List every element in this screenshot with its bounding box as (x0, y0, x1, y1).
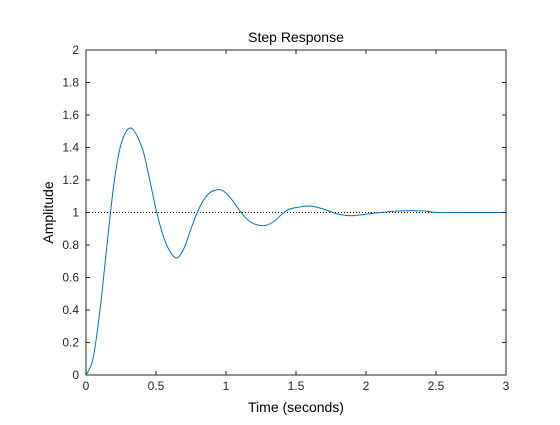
y-axis-label: Amplitude (40, 181, 56, 243)
y-tick-label: 1.2 (62, 173, 79, 187)
y-tick-label: 0.4 (62, 303, 79, 317)
y-tick-label: 0 (72, 368, 79, 382)
x-tick-label: 2.5 (428, 379, 445, 393)
y-tick-label: 2 (72, 43, 79, 57)
x-tick-label: 2 (363, 379, 370, 393)
y-axis-ticks: 0 0.2 0.4 0.6 0.8 1 1.2 1.4 1.6 1.8 2 (62, 43, 506, 382)
x-axis-ticks: 0 0.5 1 1.5 2 2.5 3 (83, 50, 510, 393)
series-line-0 (85, 127, 506, 376)
y-tick-label: 0.2 (62, 336, 79, 350)
y-tick-label: 0.6 (62, 271, 79, 285)
y-tick-label: 1 (72, 206, 79, 220)
chart-title: Step Response (248, 29, 344, 45)
y-tick-label: 1.6 (62, 108, 79, 122)
x-tick-label: 1 (223, 379, 230, 393)
x-tick-label: 0 (83, 379, 90, 393)
x-tick-label: 3 (503, 379, 510, 393)
y-tick-label: 1.4 (62, 141, 79, 155)
x-tick-label: 1.5 (288, 379, 305, 393)
x-tick-label: 0.5 (148, 379, 165, 393)
series-layer (85, 127, 506, 376)
x-axis-label: Time (seconds) (248, 399, 344, 415)
y-tick-label: 0.8 (62, 238, 79, 252)
y-tick-label: 1.8 (62, 76, 79, 90)
